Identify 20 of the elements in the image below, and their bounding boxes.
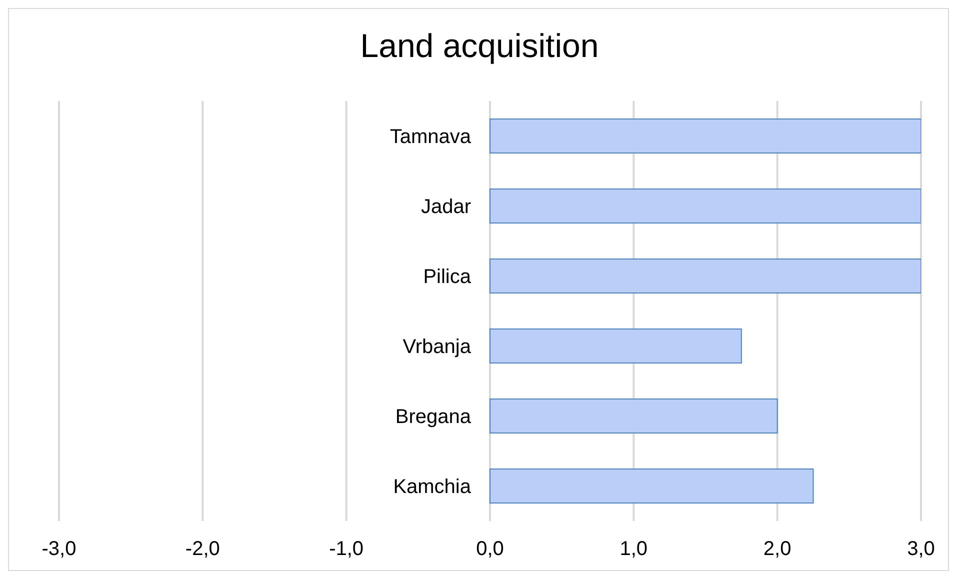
bar xyxy=(490,468,814,504)
y-tick-label: Pilica xyxy=(423,266,472,288)
x-tick-label: 0,0 xyxy=(476,538,504,560)
bar xyxy=(490,328,742,364)
x-tick-label: 1,0 xyxy=(620,538,648,560)
y-tick-label: Jadar xyxy=(420,196,472,218)
x-tick-label: 3,0 xyxy=(907,538,935,560)
y-tick-label: Bregana xyxy=(395,406,472,428)
y-tick-label: Kamchia xyxy=(393,476,472,498)
bar xyxy=(490,398,778,434)
bar xyxy=(490,118,921,154)
x-tick-label: -3,0 xyxy=(42,538,76,560)
bar xyxy=(490,188,921,224)
x-tick-label: 2,0 xyxy=(763,538,792,560)
x-tick-label: -1,0 xyxy=(329,538,364,560)
y-tick-label: Tamnava xyxy=(390,126,472,148)
y-tick-label: Vrbanja xyxy=(402,336,472,358)
x-tick-label: -2,0 xyxy=(185,538,220,560)
bar xyxy=(490,258,921,294)
chart-title: Land acquisition xyxy=(359,27,600,65)
